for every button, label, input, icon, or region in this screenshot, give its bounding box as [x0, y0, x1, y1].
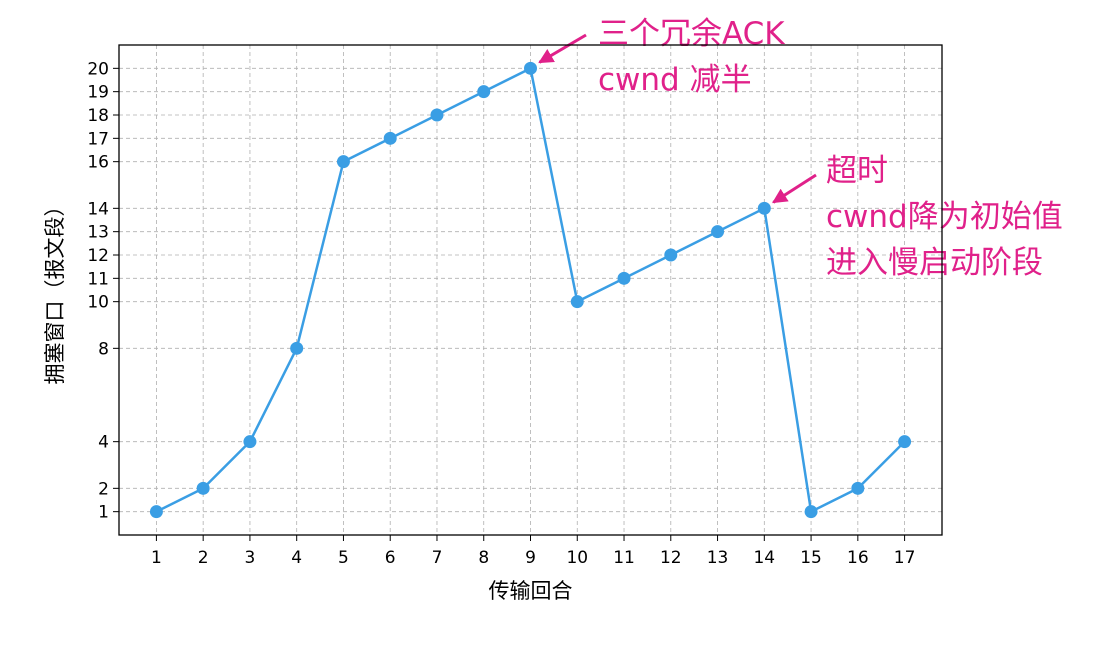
- data-point: [851, 481, 865, 495]
- x-tick-label: 10: [566, 548, 588, 568]
- data-point: [711, 225, 725, 239]
- x-tick-label: 16: [847, 548, 869, 568]
- y-axis-label: 拥塞窗口（报文段）: [43, 196, 67, 385]
- y-tick-label: 19: [87, 83, 109, 103]
- x-tick-label: 9: [525, 548, 536, 568]
- y-tick-label: 2: [98, 479, 109, 499]
- x-tick-label: 6: [385, 548, 396, 568]
- data-point: [757, 201, 771, 215]
- annotation-arrow: [772, 173, 817, 204]
- x-tick-label: 15: [800, 548, 822, 568]
- data-point: [477, 85, 491, 99]
- x-tick-label: 2: [198, 548, 209, 568]
- plot-frame: [118, 44, 943, 536]
- x-tick-label: 3: [245, 548, 256, 568]
- y-tick-label: 12: [87, 246, 109, 266]
- x-axis-label: 传输回合: [489, 579, 573, 603]
- x-tick-label: 7: [432, 548, 443, 568]
- annotation-arrow: [538, 33, 587, 64]
- data-point: [617, 271, 631, 285]
- y-tick-label: 14: [87, 199, 109, 219]
- x-tick-label: 11: [613, 548, 635, 568]
- data-point: [383, 131, 397, 145]
- x-tick-label: 1: [151, 548, 162, 568]
- data-point: [336, 155, 350, 169]
- y-tick-label: 1: [98, 503, 109, 523]
- x-tick-label: 17: [894, 548, 916, 568]
- x-tick-label: 13: [707, 548, 729, 568]
- y-tick-label: 8: [98, 339, 109, 359]
- data-point: [804, 505, 818, 519]
- annotation-text: 三个冗余ACK: [598, 16, 785, 52]
- data-point: [243, 435, 257, 449]
- y-tick-label: 18: [87, 106, 109, 126]
- data-point: [524, 61, 537, 75]
- x-tick-label: 5: [338, 548, 349, 568]
- data-point: [290, 341, 304, 355]
- annotation-text: 超时: [826, 153, 888, 189]
- x-tick-label: 12: [660, 548, 682, 568]
- data-point: [196, 481, 210, 495]
- annotation-text: 进入慢启动阶段: [826, 245, 1043, 281]
- y-tick-label: 11: [87, 269, 109, 289]
- data-point: [570, 295, 584, 309]
- y-tick-label: 16: [87, 153, 109, 173]
- data-point: [664, 248, 678, 262]
- y-tick-label: 13: [87, 223, 109, 243]
- y-tick-label: 20: [87, 59, 109, 79]
- x-tick-label: 4: [291, 548, 302, 568]
- x-tick-label: 14: [753, 548, 775, 568]
- y-tick-label: 10: [87, 293, 109, 313]
- data-point: [898, 435, 912, 449]
- annotation-text: cwnd 减半: [598, 62, 752, 98]
- annotation-text: cwnd降为初始值: [826, 199, 1063, 235]
- y-tick-label: 4: [98, 433, 109, 453]
- x-tick-label: 8: [478, 548, 489, 568]
- y-tick-label: 17: [87, 129, 109, 149]
- data-point: [149, 505, 163, 519]
- data-point: [430, 108, 444, 122]
